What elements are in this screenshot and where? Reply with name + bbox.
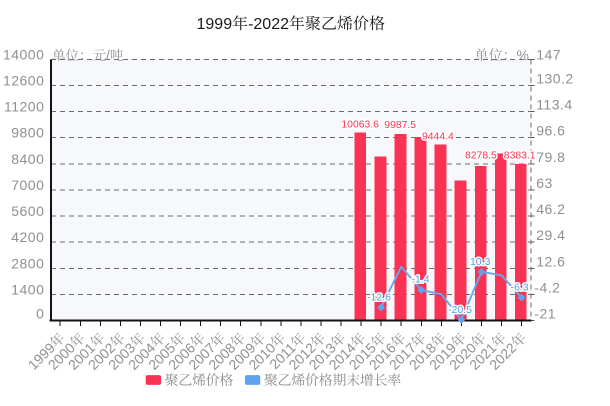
svg-text:/: / xyxy=(106,48,110,63)
svg-text:-6.3: -6.3 xyxy=(510,282,528,294)
svg-text:46.2: 46.2 xyxy=(536,201,565,217)
svg-text:-20.5: -20.5 xyxy=(448,304,472,316)
svg-text:5600: 5600 xyxy=(11,203,44,219)
svg-text:113.4: 113.4 xyxy=(536,97,573,113)
svg-text:147: 147 xyxy=(536,46,561,62)
svg-text:2022: 2022 xyxy=(253,16,289,33)
svg-text:8278.5: 8278.5 xyxy=(465,151,497,162)
svg-text:12.6: 12.6 xyxy=(536,253,565,269)
svg-text:130.2: 130.2 xyxy=(536,70,574,86)
svg-text:79.8: 79.8 xyxy=(536,149,565,165)
svg-text:8400: 8400 xyxy=(11,151,44,167)
svg-text:10063.6: 10063.6 xyxy=(341,120,379,131)
svg-text:1400: 1400 xyxy=(11,281,44,297)
svg-text:4200: 4200 xyxy=(11,229,44,245)
svg-text:-: - xyxy=(248,16,253,33)
svg-text:11200: 11200 xyxy=(4,99,44,115)
svg-text:9444.4: 9444.4 xyxy=(422,132,454,143)
svg-text:14000: 14000 xyxy=(3,46,44,62)
svg-text:-12.6: -12.6 xyxy=(367,292,391,304)
svg-text:2800: 2800 xyxy=(11,255,44,271)
svg-text:12600: 12600 xyxy=(3,72,44,88)
svg-text:9800: 9800 xyxy=(11,125,44,141)
svg-text:1999: 1999 xyxy=(197,16,233,33)
svg-text:9987.5: 9987.5 xyxy=(384,120,416,131)
svg-text:10.3: 10.3 xyxy=(470,256,491,268)
svg-text:-21: -21 xyxy=(534,306,556,322)
svg-text:96.6: 96.6 xyxy=(536,123,565,139)
svg-text:63: 63 xyxy=(536,175,553,191)
svg-text:%: % xyxy=(517,47,529,63)
svg-text:29.4: 29.4 xyxy=(536,227,565,243)
svg-text:8383.1: 8383.1 xyxy=(504,151,536,162)
svg-text:-1.4: -1.4 xyxy=(411,274,429,286)
svg-text:7000: 7000 xyxy=(11,177,44,193)
svg-text:0: 0 xyxy=(36,306,44,322)
svg-text:-4.2: -4.2 xyxy=(534,279,560,295)
